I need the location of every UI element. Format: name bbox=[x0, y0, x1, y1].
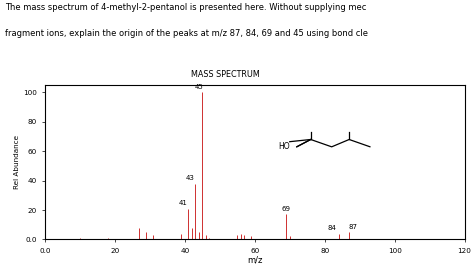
Text: 69: 69 bbox=[282, 206, 291, 212]
Text: The mass spectrum of 4-methyl-2-pentanol is presented here. Without supplying me: The mass spectrum of 4-methyl-2-pentanol… bbox=[5, 3, 366, 12]
Text: 41: 41 bbox=[179, 200, 188, 206]
Text: HO: HO bbox=[278, 142, 290, 151]
Text: 87: 87 bbox=[348, 224, 357, 230]
Text: 45: 45 bbox=[194, 84, 203, 90]
Y-axis label: Rel Abundance: Rel Abundance bbox=[14, 135, 20, 189]
Text: fragment ions, explain the origin of the peaks at m/z 87, 84, 69 and 45 using bo: fragment ions, explain the origin of the… bbox=[5, 29, 368, 38]
Text: MASS SPECTRUM: MASS SPECTRUM bbox=[191, 70, 260, 79]
Text: 43: 43 bbox=[186, 175, 194, 181]
X-axis label: m/z: m/z bbox=[247, 255, 263, 264]
Text: 84: 84 bbox=[327, 225, 336, 231]
